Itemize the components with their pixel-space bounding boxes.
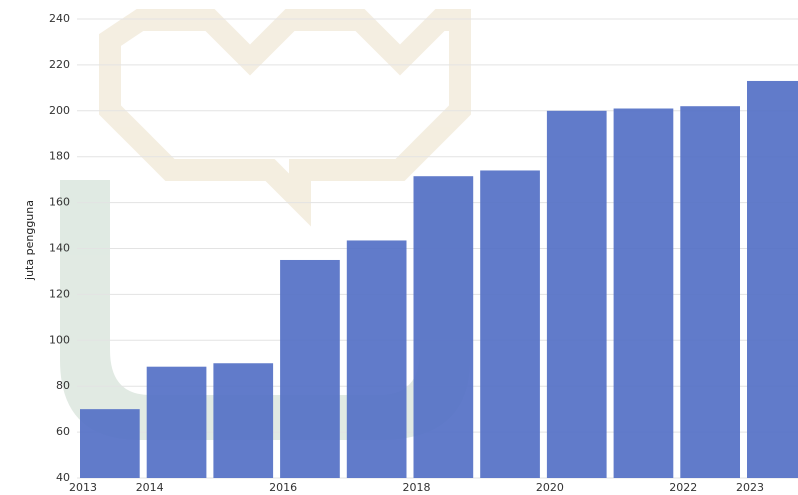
y-tick-label: 40: [56, 471, 70, 484]
y-tick-label: 220: [49, 58, 70, 71]
x-tick-label: 2018: [403, 481, 431, 494]
bar: [613, 108, 674, 478]
x-tick-label: 2016: [269, 481, 297, 494]
bar: [280, 259, 340, 478]
y-tick-label: 200: [49, 104, 70, 117]
bar: [413, 176, 474, 478]
x-tick-label: 2020: [536, 481, 564, 494]
y-tick-label: 240: [49, 12, 70, 25]
bar: [546, 110, 607, 479]
bar: [680, 106, 740, 479]
bar: [80, 409, 140, 478]
labels: 40 60 80 100 120 140 160 180 200 220 240 2013 2014 20…: [49, 12, 764, 494]
y-tick-label: 60: [56, 425, 70, 438]
y-tick-label: 100: [49, 333, 70, 346]
x-tick-label: 2013: [69, 481, 97, 494]
bar: [213, 363, 274, 478]
y-tick-label: 120: [49, 287, 70, 300]
y-tick-label: 140: [49, 242, 70, 255]
x-tick-label: 2022: [669, 481, 697, 494]
bar: [747, 80, 798, 478]
y-tick-label: 160: [49, 196, 70, 209]
x-tick-label: 2023: [736, 481, 764, 494]
y-tick-label: 80: [56, 379, 70, 392]
y-tick-label: 180: [49, 150, 70, 163]
y-axis-title: juta pengguna: [23, 200, 36, 281]
bars: [80, 80, 798, 479]
bar: [480, 170, 540, 478]
bar: [346, 240, 407, 478]
x-tick-label: 2014: [136, 481, 164, 494]
bar: [146, 366, 207, 478]
